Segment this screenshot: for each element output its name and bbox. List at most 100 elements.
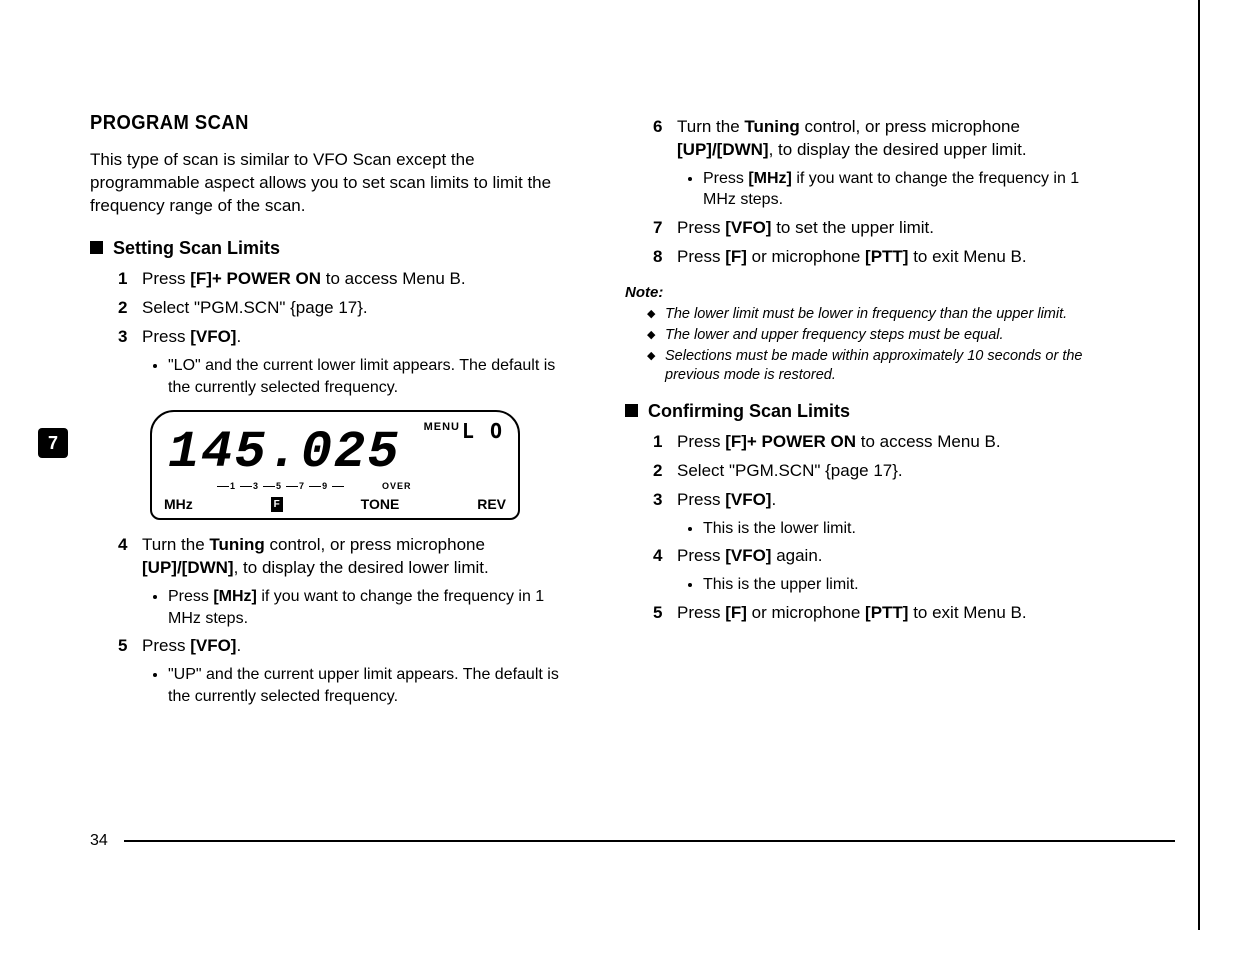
text: Press — [142, 269, 190, 288]
cstep-1: Press [F]+ POWER ON to access Menu B. — [653, 431, 1105, 454]
text: Press — [677, 218, 725, 237]
sub-bullets: Press [MHz] if you want to change the fr… — [677, 168, 1105, 211]
key-label: [MHz] — [748, 170, 792, 187]
text: , to display the desired lower limit. — [234, 558, 489, 577]
sub-bullets: This is the upper limit. — [677, 574, 1105, 596]
key-label: [F] — [725, 603, 747, 622]
lcd-over-label: OVER — [382, 480, 412, 492]
sub-bullet: This is the upper limit. — [703, 574, 1105, 596]
manual-page: 7 PROGRAM SCAN This type of scan is simi… — [0, 0, 1235, 954]
key-label: [VFO] — [190, 636, 236, 655]
text: . — [236, 327, 241, 346]
text: Press — [142, 636, 190, 655]
note-heading: Note: — [625, 283, 1105, 303]
text: Press — [677, 546, 725, 565]
sub-bullets: "UP" and the current upper limit appears… — [142, 664, 570, 707]
key-label: [UP]/[DWN] — [677, 140, 769, 159]
text: Press — [142, 327, 190, 346]
step-8: Press [F] or microphone [PTT] to exit Me… — [653, 246, 1105, 269]
cstep-5: Press [F] or microphone [PTT] to exit Me… — [653, 602, 1105, 625]
cstep-2: Select "PGM.SCN" {page 17}. — [653, 460, 1105, 483]
key-label: [PTT] — [865, 603, 908, 622]
step-7: Press [VFO] to set the upper limit. — [653, 217, 1105, 240]
lcd-meter-scale: 13579 — [216, 480, 345, 492]
footer-rule — [124, 840, 1175, 842]
lcd-illustration: MENU L O 145.025 13579 OVER MHz F TONE R… — [150, 410, 520, 520]
right-column: Turn the Tuning control, or press microp… — [625, 110, 1105, 719]
note-item: Selections must be made within approxima… — [647, 347, 1105, 385]
sub-bullet: Press [MHz] if you want to change the fr… — [703, 168, 1105, 211]
sub-bullets: This is the lower limit. — [677, 518, 1105, 540]
text: or microphone — [747, 603, 865, 622]
step-1: Press [F]+ POWER ON to access Menu B. — [118, 268, 570, 291]
key-label: [VFO] — [190, 327, 236, 346]
sub-bullet: This is the lower limit. — [703, 518, 1105, 540]
note-item: The lower limit must be lower in frequen… — [647, 305, 1105, 324]
key-label: [VFO] — [725, 490, 771, 509]
subheading-setting: Setting Scan Limits — [90, 236, 570, 260]
sub-bullet: "LO" and the current lower limit appears… — [168, 355, 570, 398]
lcd-tone: TONE — [361, 495, 400, 514]
page-number: 34 — [90, 832, 108, 850]
step-5: Press [VFO]. "UP" and the current upper … — [118, 635, 570, 707]
cstep-3: Press [VFO]. This is the lower limit. — [653, 489, 1105, 540]
text: . — [236, 636, 241, 655]
key-label: [VFO] — [725, 546, 771, 565]
text: Press — [168, 588, 213, 605]
text: Turn the — [142, 535, 209, 554]
step-3: Press [VFO]. "LO" and the current lower … — [118, 326, 570, 398]
text: again. — [771, 546, 822, 565]
text: Press — [677, 432, 725, 451]
key-label: [F]+ POWER ON — [190, 269, 321, 288]
intro-paragraph: This type of scan is similar to VFO Scan… — [90, 149, 570, 218]
note-item: The lower and upper frequency steps must… — [647, 326, 1105, 345]
subheading-confirming: Confirming Scan Limits — [625, 399, 1105, 423]
key-label: [F]+ POWER ON — [725, 432, 856, 451]
lcd-bottom-row: MHz F TONE REV — [164, 495, 506, 514]
square-bullet-icon — [625, 404, 638, 417]
step-4: Turn the Tuning control, or press microp… — [118, 534, 570, 629]
lcd-frame: MENU L O 145.025 13579 OVER MHz F TONE R… — [150, 410, 520, 520]
key-label: [PTT] — [865, 247, 908, 266]
text: to access Menu B. — [321, 269, 466, 288]
text: to set the upper limit. — [771, 218, 934, 237]
text: to exit Menu B. — [908, 247, 1026, 266]
key-label: Tuning — [744, 117, 799, 136]
text: Press — [677, 247, 725, 266]
text: control, or press microphone — [800, 117, 1020, 136]
text: , to display the desired upper limit. — [769, 140, 1027, 159]
subheading-text: Setting Scan Limits — [113, 236, 280, 260]
text: to access Menu B. — [856, 432, 1001, 451]
key-label: [VFO] — [725, 218, 771, 237]
section-title: PROGRAM SCAN — [90, 110, 532, 137]
setting-steps-right: Turn the Tuning control, or press microp… — [653, 116, 1105, 269]
sub-bullet: "UP" and the current upper limit appears… — [168, 664, 570, 707]
text: . — [771, 490, 776, 509]
text: control, or press microphone — [265, 535, 485, 554]
subheading-text: Confirming Scan Limits — [648, 399, 850, 423]
lcd-f-icon: F — [271, 497, 283, 513]
text: Press — [703, 170, 748, 187]
lcd-mhz: MHz — [164, 495, 193, 514]
key-label: [F] — [725, 247, 747, 266]
left-column: PROGRAM SCAN This type of scan is simila… — [90, 110, 570, 719]
lcd-rev: REV — [477, 495, 506, 514]
key-label: [UP]/[DWN] — [142, 558, 234, 577]
step-2: Select "PGM.SCN" {page 17}. — [118, 297, 570, 320]
two-column-layout: PROGRAM SCAN This type of scan is simila… — [90, 110, 1195, 719]
text: or microphone — [747, 247, 865, 266]
key-label: [MHz] — [213, 588, 257, 605]
setting-steps-cont: Turn the Tuning control, or press microp… — [118, 534, 570, 707]
text: to exit Menu B. — [908, 603, 1026, 622]
text: Press — [677, 490, 725, 509]
note-list: The lower limit must be lower in frequen… — [625, 305, 1105, 384]
square-bullet-icon — [90, 241, 103, 254]
setting-steps: Press [F]+ POWER ON to access Menu B. Se… — [118, 268, 570, 398]
cstep-4: Press [VFO] again. This is the upper lim… — [653, 545, 1105, 596]
lcd-menu-label: MENU — [424, 420, 460, 435]
step-6: Turn the Tuning control, or press microp… — [653, 116, 1105, 211]
key-label: Tuning — [209, 535, 264, 554]
page-right-border — [1198, 0, 1200, 930]
sub-bullets: Press [MHz] if you want to change the fr… — [142, 586, 570, 629]
section-tab: 7 — [38, 428, 68, 458]
